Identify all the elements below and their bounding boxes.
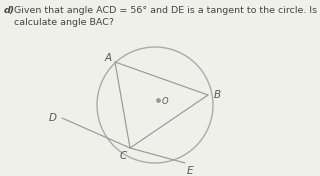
Text: calculate angle BAC?: calculate angle BAC? xyxy=(14,18,114,27)
Text: A: A xyxy=(104,53,112,63)
Text: d): d) xyxy=(4,6,15,15)
Text: Given that angle ACD = 56° and DE is a tangent to the circle. Is it possible to: Given that angle ACD = 56° and DE is a t… xyxy=(14,6,320,15)
Text: O: O xyxy=(162,96,168,105)
Text: B: B xyxy=(213,90,220,100)
Text: D: D xyxy=(49,113,57,123)
Text: C: C xyxy=(119,151,127,161)
Text: E: E xyxy=(187,166,193,176)
